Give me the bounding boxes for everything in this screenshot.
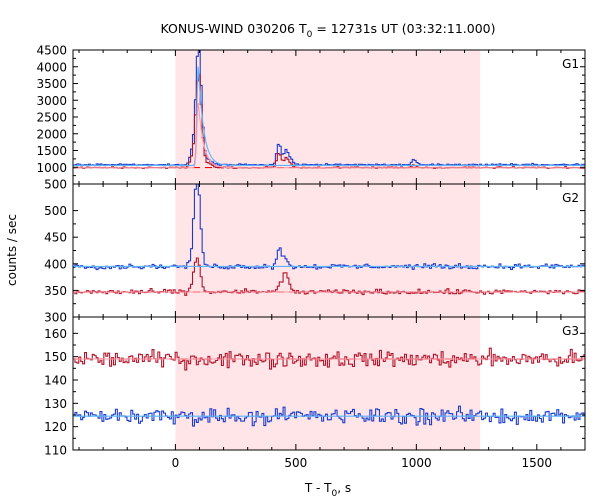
- panel-label-g1: G1: [562, 57, 579, 71]
- fit-light-curve-g1: [73, 66, 585, 166]
- y-tick-label-g1: 3500: [36, 77, 67, 91]
- y-tick-label-g1: 2500: [36, 111, 67, 125]
- y-tick-label-g2: 450: [44, 231, 67, 245]
- y-tick-label-g2: 500: [44, 204, 67, 218]
- y-tick-label-g1: 2000: [36, 127, 67, 141]
- x-tick-label: 500: [284, 456, 307, 470]
- y-axis-label: counts / sec: [5, 214, 19, 286]
- y-tick-label-g1: 1500: [36, 144, 67, 158]
- x-tick-label: 1500: [522, 456, 553, 470]
- y-tick-label-g3: 160: [44, 327, 67, 341]
- y-tick-label-g1: 3000: [36, 94, 67, 108]
- panel-label-g2: G2: [562, 191, 579, 205]
- xlabel-subscript: 0: [332, 489, 338, 499]
- title-suffix: = 12731s UT (03:32:11.000): [312, 21, 495, 36]
- panel-frame-g3: [72, 316, 586, 451]
- y-tick-label-g2: 350: [44, 284, 67, 298]
- x-axis-label: T - T0, s: [304, 481, 351, 499]
- series-red-counts-g2: [73, 257, 585, 296]
- fit-pink-curve-g1: [73, 102, 585, 169]
- y-tick-label-g2: 300: [44, 311, 67, 325]
- y-tick-label-g3: 140: [44, 374, 67, 388]
- series-blue-counts-g3: [73, 405, 585, 427]
- shaded-interval-g3: [175, 317, 481, 450]
- series-blue-counts-g2: [73, 184, 585, 271]
- x-tick-label: 0: [172, 456, 180, 470]
- y-tick-label-g1: 500: [44, 178, 67, 192]
- shaded-interval-g1: [175, 50, 481, 184]
- series-red-counts-g3: [73, 347, 585, 371]
- y-tick-label-g3: 150: [44, 350, 67, 364]
- title-prefix: KONUS-WIND 030206 T: [160, 21, 306, 36]
- chart-title: KONUS-WIND 030206 T0 = 12731s UT (03:32:…: [160, 21, 495, 40]
- y-tick-label-g1: 4000: [36, 60, 67, 74]
- y-tick-label-g1: 4500: [36, 44, 67, 58]
- title-subscript: 0: [307, 30, 313, 40]
- y-tick-label-g3: 130: [44, 397, 67, 411]
- y-tick-label-g3: 110: [44, 444, 67, 458]
- xlabel-prefix: T - T: [304, 481, 332, 495]
- y-tick-label-g1: 1000: [36, 161, 67, 175]
- x-tick-label: 1000: [401, 456, 432, 470]
- y-tick-label-g3: 120: [44, 420, 67, 434]
- y-tick-label-g2: 400: [44, 257, 67, 271]
- series-blue-counts-g1: [73, 50, 585, 167]
- xlabel-suffix: , s: [337, 481, 351, 495]
- shaded-interval-g2: [175, 184, 481, 317]
- panel-label-g3: G3: [562, 324, 579, 338]
